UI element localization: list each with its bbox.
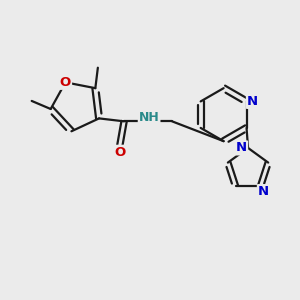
Text: N: N bbox=[258, 185, 269, 198]
Text: N: N bbox=[247, 95, 258, 108]
Text: O: O bbox=[60, 76, 71, 89]
Text: NH: NH bbox=[139, 111, 160, 124]
Text: O: O bbox=[114, 146, 125, 159]
Text: N: N bbox=[236, 141, 247, 154]
